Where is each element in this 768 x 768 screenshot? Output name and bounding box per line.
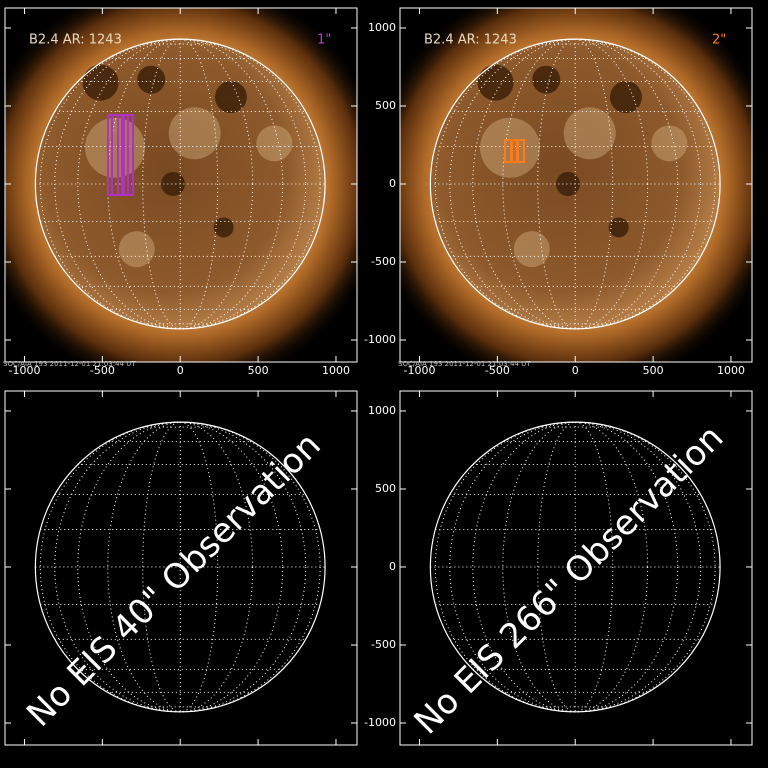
bright-region bbox=[563, 107, 616, 160]
longitude-line bbox=[502, 38, 649, 330]
y-tick-label: -1000 bbox=[364, 333, 396, 346]
dark-region bbox=[608, 217, 629, 238]
bright-region bbox=[85, 117, 146, 178]
longitude-line bbox=[434, 421, 716, 713]
panel-label: B2.4 AR: 1243 bbox=[29, 33, 122, 48]
bright-region bbox=[256, 125, 293, 162]
eis-raster-box bbox=[127, 114, 134, 196]
panel: -1000 -500 0 500 1000 -1000 -500 0 500 1000 B2.4 A… bbox=[364, 7, 753, 377]
panel: -1000 -500 0 500 1000 B2.4 AR: 1243 1" SOC/AIA … bbox=[3, 7, 358, 377]
y-tick-label: -500 bbox=[371, 638, 396, 651]
frame bbox=[399, 390, 753, 746]
y-tick-label: 500 bbox=[375, 99, 396, 112]
longitude-line bbox=[434, 38, 716, 330]
dark-region bbox=[160, 171, 185, 196]
y-tick-label: -1000 bbox=[364, 716, 396, 729]
resolution-label: 1" bbox=[317, 33, 331, 48]
longitude-line bbox=[472, 38, 679, 330]
x-tick-label: -1000 bbox=[403, 364, 435, 377]
resolution-label: 2" bbox=[712, 33, 726, 48]
x-tick-label: 0 bbox=[177, 364, 184, 377]
dark-region bbox=[137, 65, 166, 94]
y-tick-label: 1000 bbox=[368, 21, 396, 34]
frame bbox=[399, 7, 753, 363]
frame bbox=[4, 390, 358, 746]
bright-region bbox=[651, 125, 688, 162]
x-tick-label: 0 bbox=[572, 364, 579, 377]
y-tick-label: 1000 bbox=[368, 404, 396, 417]
x-tick-label: 500 bbox=[248, 364, 269, 377]
x-tick-label: 500 bbox=[643, 364, 664, 377]
x-tick-label: -500 bbox=[90, 364, 115, 377]
longitude-line bbox=[77, 421, 284, 713]
dark-region bbox=[477, 64, 514, 101]
longitude-line bbox=[472, 421, 679, 713]
limb bbox=[429, 421, 721, 713]
dark-region bbox=[82, 64, 119, 101]
y-tick-label: 500 bbox=[375, 482, 396, 495]
longitude-line bbox=[142, 421, 219, 713]
longitude-line bbox=[142, 38, 219, 330]
plot-area bbox=[34, 421, 326, 713]
dark-region bbox=[609, 81, 642, 114]
x-tick-label: -500 bbox=[485, 364, 510, 377]
plot-area bbox=[429, 421, 721, 713]
longitude-line bbox=[107, 38, 254, 330]
dark-region bbox=[213, 217, 234, 238]
panel-label: B2.4 AR: 1243 bbox=[424, 33, 517, 48]
frame bbox=[4, 7, 358, 363]
longitude-line bbox=[39, 38, 321, 330]
longitude-line bbox=[537, 38, 614, 330]
footer: SOC/AIA 193 2011-12-01 21:03:44 UT bbox=[398, 360, 531, 368]
longitude-line bbox=[77, 38, 284, 330]
bright-region bbox=[118, 231, 155, 268]
x-tick-label: -1000 bbox=[8, 364, 40, 377]
x-tick-label: 1000 bbox=[322, 364, 350, 377]
bright-region bbox=[168, 107, 221, 160]
longitude-line bbox=[39, 421, 321, 713]
dark-region bbox=[555, 171, 580, 196]
plot-area bbox=[5, 8, 357, 362]
eis-raster-box bbox=[516, 139, 525, 163]
bright-region bbox=[513, 231, 550, 268]
limb bbox=[34, 421, 326, 713]
limb bbox=[429, 38, 721, 330]
dark-region bbox=[532, 65, 561, 94]
longitude-line bbox=[502, 421, 649, 713]
y-tick-label: 0 bbox=[389, 177, 396, 190]
x-tick-label: 1000 bbox=[717, 364, 745, 377]
longitude-line bbox=[537, 421, 614, 713]
longitude-line bbox=[107, 421, 254, 713]
y-tick-label: -500 bbox=[371, 255, 396, 268]
plot-area bbox=[400, 8, 752, 362]
limb bbox=[34, 38, 326, 330]
dark-region bbox=[214, 81, 247, 114]
y-tick-label: 0 bbox=[389, 560, 396, 573]
footer: SOC/AIA 193 2011-12-01 21:03:44 UT bbox=[3, 360, 136, 368]
